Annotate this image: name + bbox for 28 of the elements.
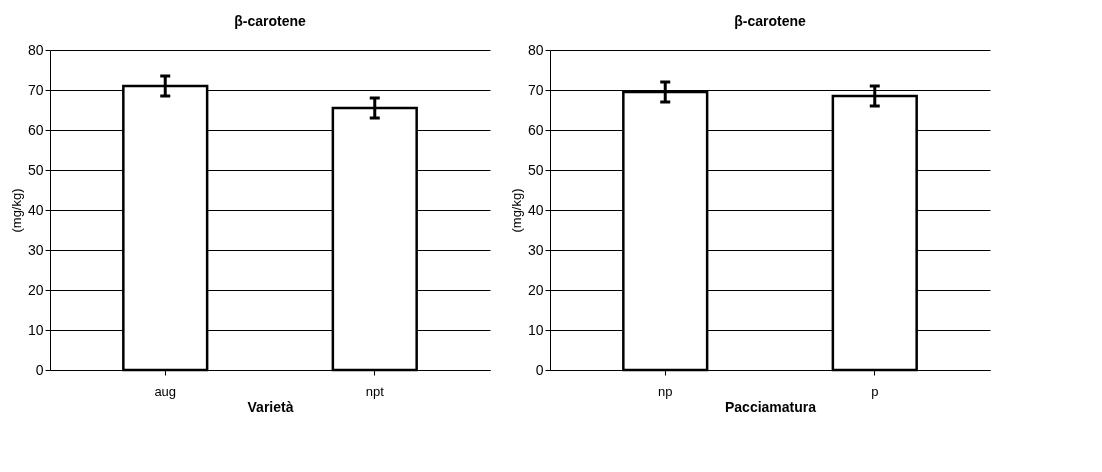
x-tick-label: np	[658, 383, 673, 399]
x-tick-label: p	[871, 383, 879, 399]
x-axis-title: Pacciamatura	[724, 398, 817, 415]
x-tick-label: npt	[365, 383, 385, 399]
y-axis-title: (mg/kg)	[8, 188, 24, 233]
y-tick-label: 40	[27, 201, 44, 218]
y-tick-label: 20	[527, 281, 544, 298]
y-tick-label: 20	[27, 281, 44, 298]
x-axis-title: Varietà	[247, 398, 294, 415]
y-tick-label: 50	[27, 161, 44, 178]
chart-title: β-carotene	[734, 13, 806, 29]
y-tick-label: 50	[527, 161, 544, 178]
y-tick-label: 80	[527, 41, 544, 58]
y-tick-label: 30	[527, 241, 544, 258]
y-tick-label: 30	[27, 241, 44, 258]
y-tick-label: 0	[35, 361, 44, 378]
y-tick-label: 70	[27, 81, 44, 98]
y-axis-title: (mg/kg)	[508, 188, 524, 233]
x-tick-label: aug	[154, 383, 177, 399]
y-tick-label: 70	[527, 81, 544, 98]
chart-title: β-carotene	[234, 13, 306, 29]
y-tick-label: 0	[535, 361, 544, 378]
y-tick-label: 60	[27, 121, 44, 138]
y-tick-label: 10	[27, 321, 44, 338]
y-tick-label: 80	[27, 41, 44, 58]
y-tick-label: 40	[527, 201, 544, 218]
y-tick-label: 10	[527, 321, 544, 338]
y-tick-label: 60	[527, 121, 544, 138]
